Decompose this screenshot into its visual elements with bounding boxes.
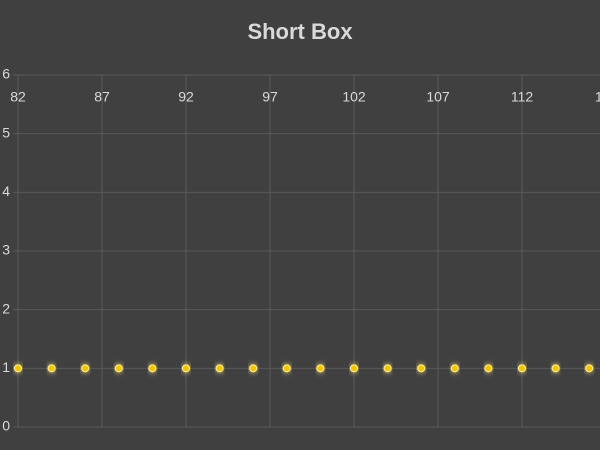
- x-tick-label: 117: [595, 89, 600, 105]
- point: [484, 364, 493, 373]
- point: [249, 364, 258, 373]
- x-tick-label: 87: [94, 89, 110, 105]
- point: [518, 364, 526, 373]
- point: [450, 364, 459, 373]
- y-tick-label: 3: [2, 242, 10, 258]
- point: [215, 364, 224, 373]
- y-tick-label: 6: [2, 66, 10, 82]
- chart-title: Short Box: [247, 19, 353, 44]
- y-tick-label: 1: [2, 359, 10, 375]
- point: [14, 364, 22, 373]
- point: [585, 364, 594, 373]
- point: [114, 364, 123, 373]
- y-tick-label: 2: [2, 300, 10, 316]
- point: [417, 364, 426, 373]
- x-tick-label: 112: [511, 89, 534, 105]
- y-tick-label: 5: [2, 124, 10, 140]
- point: [383, 364, 392, 373]
- x-tick-label: 92: [178, 89, 194, 105]
- x-tick-label: 97: [262, 89, 278, 105]
- point: [316, 364, 325, 373]
- x-tick-label: 82: [10, 89, 26, 105]
- y-tick-label: 0: [2, 418, 10, 434]
- point: [81, 364, 90, 373]
- y-tick-label: 4: [2, 183, 10, 199]
- point: [282, 364, 291, 373]
- x-tick-label: 102: [342, 89, 366, 105]
- point: [148, 364, 157, 373]
- point: [182, 364, 190, 373]
- point: [551, 364, 560, 373]
- point: [350, 364, 358, 373]
- x-tick-label: 107: [426, 89, 450, 105]
- point: [47, 364, 56, 373]
